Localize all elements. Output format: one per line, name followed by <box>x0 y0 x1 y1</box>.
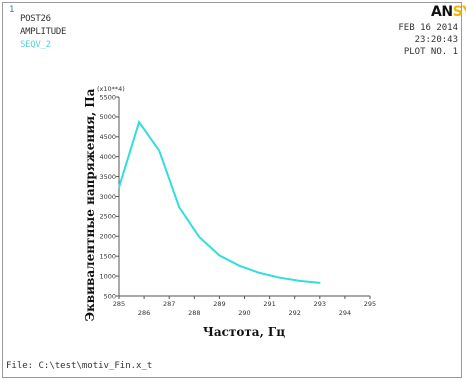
header-left: POST26 AMPLITUDE SEQV_2 <box>20 13 66 52</box>
y-multiplier-label: (x10**4) <box>97 85 125 93</box>
x-tick-label: 294 <box>339 309 351 317</box>
y-tick-label: 2500 <box>99 213 116 221</box>
data-point <box>158 149 160 152</box>
y-tick-label: 3000 <box>99 193 116 201</box>
x-tick-label: 286 <box>138 309 150 317</box>
data-point <box>138 121 140 123</box>
data-point <box>178 206 181 209</box>
chart-axes <box>118 97 370 297</box>
file-path: File: C:\test\motiv_Fin.x_t <box>6 361 153 371</box>
x-tick-labels: 285 286 287 288 289 290 291 292 293 294 295 <box>113 296 376 317</box>
y-tick-label: 5000 <box>99 113 116 121</box>
data-point <box>198 236 201 238</box>
x-tick-label: 288 <box>188 309 200 317</box>
y-tick-label: 500 <box>104 292 116 300</box>
logo-part-1: AN <box>431 4 453 20</box>
data-point <box>298 280 301 282</box>
y-tick-label: 2000 <box>99 233 116 241</box>
data-point <box>118 186 120 189</box>
plot-date: FEB 16 2014 <box>398 23 458 33</box>
y-axis-label: Эквивалентные напряжения, Па <box>83 88 97 321</box>
y-tick-label: 5500 <box>99 93 116 101</box>
y-tick-label: 4000 <box>99 153 116 161</box>
x-tick-label: 292 <box>288 309 300 317</box>
header-amplitude: AMPLITUDE <box>20 27 67 37</box>
x-axis-label: Частота, Гц <box>203 325 285 339</box>
x-tick-label: 287 <box>163 300 175 308</box>
y-tick-label: 1000 <box>99 272 116 280</box>
x-tick-label: 293 <box>314 300 326 308</box>
window-number: 1 <box>9 5 15 15</box>
y-tick-label: 4500 <box>99 133 116 141</box>
data-point <box>258 272 261 274</box>
x-tick-label: 291 <box>263 300 275 308</box>
data-point <box>319 282 321 284</box>
series-line <box>118 119 320 284</box>
x-tick-label: 289 <box>213 300 225 308</box>
header-variable: SEQV_2 <box>20 40 51 50</box>
plot-number: PLOT NO. 1 <box>403 47 458 57</box>
data-point <box>218 254 221 257</box>
series-points <box>118 121 321 284</box>
y-tick-label: 3500 <box>99 173 116 181</box>
y-tick-label: 1500 <box>99 253 116 261</box>
data-point <box>238 264 241 267</box>
plot-window-frame <box>2 2 462 378</box>
logo-part-2: SYS <box>452 4 466 20</box>
header-right: FEB 16 2014 23:20:43 PLOT NO. 1 <box>398 22 458 58</box>
x-tick-label: 290 <box>238 309 250 317</box>
data-point <box>278 276 281 279</box>
plot-time: 23:20:43 <box>414 35 458 45</box>
ansys-logo: ANSYS <box>431 4 466 20</box>
x-tick-label: 295 <box>364 300 376 308</box>
x-tick-label: 285 <box>113 300 125 308</box>
header-postproc: POST26 <box>20 14 51 24</box>
y-tick-labels: 500 1000 1500 2000 2500 3000 3500 4000 4500 5000 5… <box>99 93 119 300</box>
